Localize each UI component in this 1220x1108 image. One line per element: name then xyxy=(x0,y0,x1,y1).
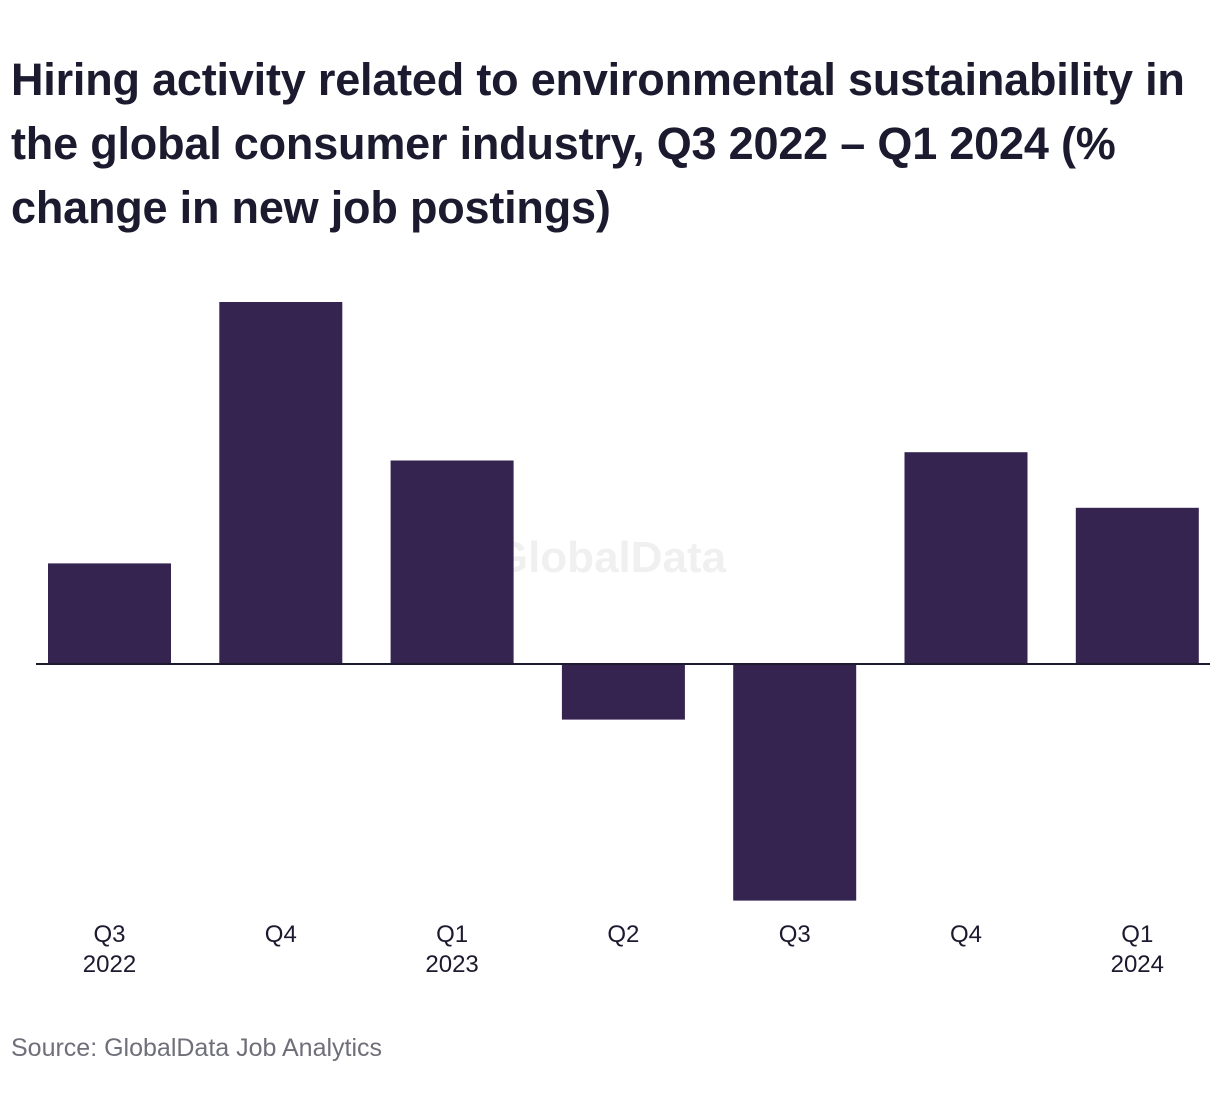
x-tick-year-3: 2023 xyxy=(425,951,478,978)
bar-4 xyxy=(561,664,685,720)
x-tick-quarter-6: Q4 xyxy=(950,921,982,948)
x-tick-quarter-1: Q3 xyxy=(93,921,125,948)
x-tick-quarter-7: Q1 xyxy=(1121,921,1153,948)
bars-group xyxy=(48,302,1199,901)
x-tick-year-7: 2024 xyxy=(1111,951,1164,978)
source-note: Source: GlobalData Job Analytics xyxy=(11,1034,383,1062)
x-tick-quarter-4: Q2 xyxy=(607,921,639,948)
x-tick-quarter-2: Q4 xyxy=(265,921,297,948)
x-tick-quarter-3: Q1 xyxy=(436,921,468,948)
bar-1 xyxy=(48,563,171,664)
bar-6 xyxy=(904,452,1028,664)
bar-3 xyxy=(390,460,514,664)
x-tick-labels: Q3 2022 Q4 Q1 2023 Q2 Q3 Q4 Q1 2024 xyxy=(83,921,1164,978)
bar-5 xyxy=(733,664,857,901)
bar-2 xyxy=(219,302,343,664)
x-tick-year-1: 2022 xyxy=(83,951,136,978)
chart-title: Hiring activity related to environmental… xyxy=(11,54,1185,233)
bar-7 xyxy=(1075,507,1199,664)
x-tick-quarter-5: Q3 xyxy=(779,921,811,948)
watermark: GlobalData xyxy=(494,533,727,582)
